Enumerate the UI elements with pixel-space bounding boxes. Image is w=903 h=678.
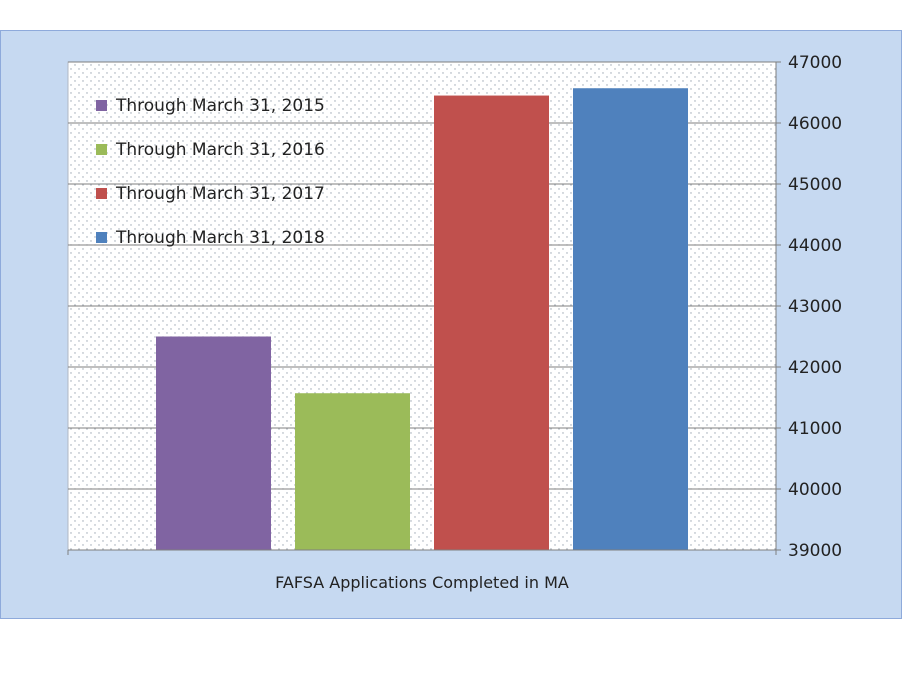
x-axis-label: FAFSA Applications Completed in MA	[275, 573, 569, 592]
legend-label: Through March 31, 2018	[115, 228, 325, 248]
y-tick-label: 46000	[788, 114, 842, 134]
y-tick-label: 40000	[788, 480, 842, 500]
bar	[156, 336, 271, 550]
chart-frame: 39000 40000 41000 42000 43000 44000 45000 46000…	[0, 30, 902, 619]
bar	[573, 88, 688, 551]
legend-swatch	[96, 100, 107, 111]
legend-label: Through March 31, 2017	[115, 184, 325, 204]
axes: 39000 40000 41000 42000 43000 44000 45000 46000…	[67, 53, 842, 561]
legend-swatch	[96, 232, 107, 243]
legend-swatch	[96, 144, 107, 155]
y-tick-label: 44000	[788, 236, 842, 256]
legend-label: Through March 31, 2016	[115, 140, 325, 160]
bar-chart: 39000 40000 41000 42000 43000 44000 45000 46000…	[67, 53, 842, 592]
legend-label: Through March 31, 2015	[115, 96, 325, 116]
bar	[434, 95, 549, 551]
y-tick-label: 39000	[788, 541, 842, 561]
bars	[156, 88, 688, 551]
y-tick-label: 43000	[788, 297, 842, 317]
y-tick-label: 47000	[788, 53, 842, 73]
legend-swatch	[96, 188, 107, 199]
y-tick-label: 42000	[788, 358, 842, 378]
y-tick-label: 41000	[788, 419, 842, 439]
bar	[295, 393, 410, 550]
y-tick-label: 45000	[788, 175, 842, 195]
legend: Through March 31, 2015 Through March 31, …	[96, 96, 325, 248]
